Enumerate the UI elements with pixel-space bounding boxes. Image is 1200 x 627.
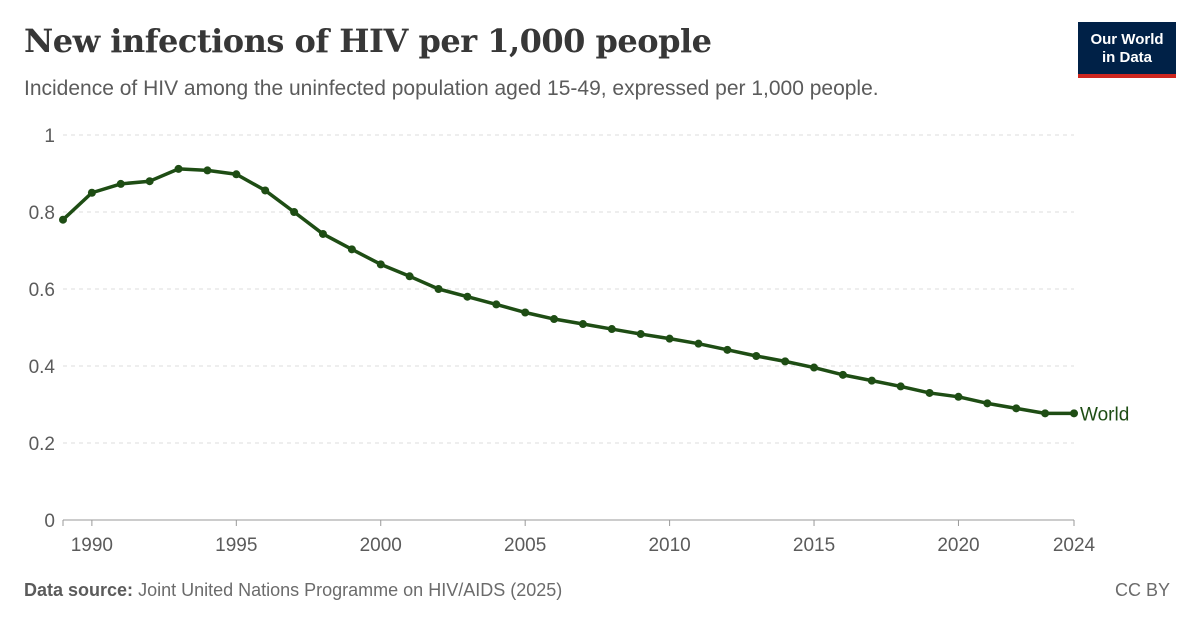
x-tick-label: 2005 <box>504 535 546 556</box>
series-line[interactable] <box>61 167 1076 416</box>
y-tick-label: 0.6 <box>29 280 55 301</box>
data-point[interactable] <box>405 272 414 281</box>
data-point[interactable] <box>203 166 212 175</box>
gridlines <box>63 134 1074 444</box>
data-point[interactable] <box>318 229 327 238</box>
data-point[interactable] <box>896 382 905 391</box>
data-point[interactable] <box>1070 409 1078 418</box>
series-label-world[interactable]: World <box>1080 404 1129 425</box>
data-point[interactable] <box>925 388 934 397</box>
data-point[interactable] <box>607 325 616 334</box>
chart-title: New infections of HIV per 1,000 people <box>24 22 712 60</box>
y-tick-label: 0.2 <box>29 434 55 455</box>
data-point[interactable] <box>261 186 270 195</box>
data-point[interactable] <box>347 245 356 254</box>
y-tick-label: 0 <box>44 511 55 532</box>
data-point[interactable] <box>1041 409 1050 418</box>
x-tick-label: 1990 <box>71 535 113 556</box>
data-point[interactable] <box>665 334 674 343</box>
data-point[interactable] <box>694 339 703 348</box>
line-chart: 0 0.2 0.4 0.6 0.8 1 1990 1995 2000 2005 2010 2015 2… <box>29 126 1130 556</box>
data-point[interactable] <box>290 208 299 216</box>
data-point[interactable] <box>954 392 963 401</box>
data-point[interactable] <box>174 164 183 173</box>
logo-line-2: in Data <box>1101 49 1152 66</box>
data-point[interactable] <box>867 376 876 385</box>
data-source-text[interactable]: Joint United Nations Programme on HIV/AI… <box>138 580 563 600</box>
license[interactable]: CC BY <box>1114 580 1170 600</box>
data-source: Data source: Joint United Nations Progra… <box>24 580 562 601</box>
logo-accent-bar <box>1078 74 1176 78</box>
data-point[interactable] <box>636 330 645 339</box>
data-point[interactable] <box>376 260 385 269</box>
data-point[interactable] <box>723 345 732 354</box>
data-point[interactable] <box>492 300 501 309</box>
y-tick-label: 0.8 <box>29 203 55 224</box>
data-point[interactable] <box>59 215 67 224</box>
data-point[interactable] <box>463 292 472 301</box>
logo-line-1: Our World <box>1090 31 1164 48</box>
y-tick-label: 1 <box>44 126 55 147</box>
data-point[interactable] <box>87 188 96 197</box>
x-tick-label: 2024 <box>1053 535 1096 556</box>
data-point[interactable] <box>578 320 587 329</box>
data-point[interactable] <box>838 370 847 379</box>
series-layer: World <box>59 164 1129 425</box>
data-point[interactable] <box>434 285 443 293</box>
data-point[interactable] <box>1012 404 1021 413</box>
data-point[interactable] <box>145 177 154 186</box>
y-axis-ticks: 0 0.2 0.4 0.6 0.8 1 <box>29 126 56 532</box>
data-point[interactable] <box>752 351 761 360</box>
x-tick-label: 1995 <box>215 535 257 556</box>
x-tick-label: 2015 <box>793 535 835 556</box>
data-point[interactable] <box>116 179 125 188</box>
data-point[interactable] <box>983 399 992 408</box>
chart-subtitle: Incidence of HIV among the uninfected po… <box>24 77 879 100</box>
owid-logo[interactable]: Our World in Data <box>1078 22 1176 78</box>
data-source-label: Data source: <box>24 580 134 600</box>
data-point[interactable] <box>521 308 530 317</box>
x-tick-label: 2000 <box>360 535 402 556</box>
data-point[interactable] <box>232 170 241 179</box>
data-point[interactable] <box>781 357 790 366</box>
x-tick-label: 2010 <box>648 535 690 556</box>
data-point[interactable] <box>550 315 559 324</box>
y-tick-label: 0.4 <box>29 357 56 378</box>
data-point[interactable] <box>810 363 819 372</box>
x-tick-label: 2020 <box>937 535 979 556</box>
x-axis: 1990 1995 2000 2005 2010 2015 2020 2024 <box>62 519 1096 556</box>
